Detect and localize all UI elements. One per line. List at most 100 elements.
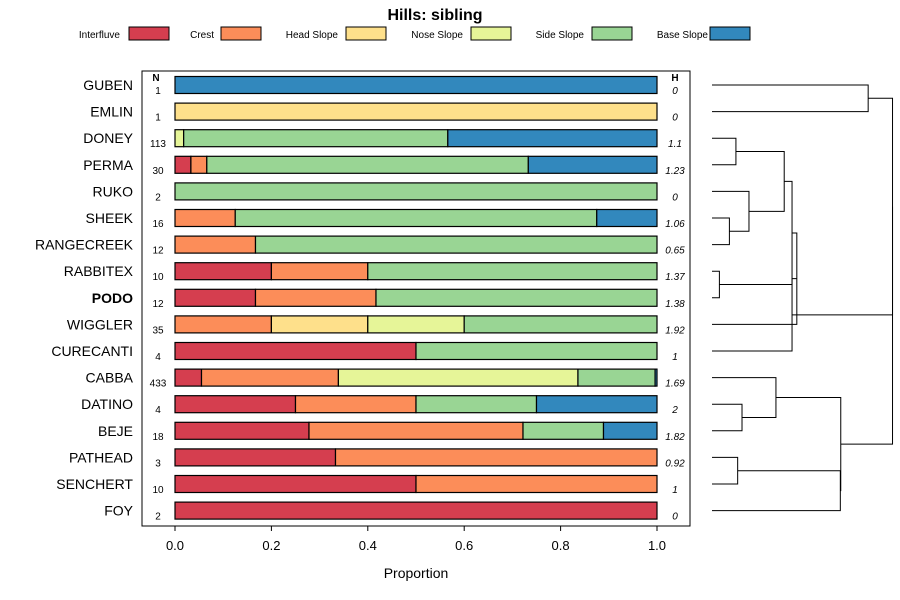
category-label-datino: DATINO — [81, 396, 133, 412]
legend-label-interfluve: Interfluve — [79, 30, 121, 41]
bar-wiggler-crest — [174, 315, 273, 334]
bar-rabbitex-crest — [270, 262, 369, 281]
n-value-curecanti: 4 — [155, 352, 161, 363]
row-podo: PODO 12 1.38 — [92, 288, 685, 310]
n-value-wiggler: 35 — [152, 325, 164, 336]
h-value-podo: 1.38 — [665, 299, 685, 310]
h-value-emlin: 0 — [672, 113, 678, 124]
dendrogram-branch — [712, 232, 798, 325]
category-label-rangecreek: RANGECREEK — [35, 237, 134, 253]
x-tick-label-1-0: 1.0 — [648, 538, 666, 553]
bar-datino-interfluve — [174, 395, 297, 414]
bar-doney-nose-slope — [174, 129, 185, 148]
h-value-guben: 0 — [672, 86, 678, 97]
bar-beje-interfluve — [174, 421, 310, 440]
bar-wiggler-head-slope — [270, 315, 369, 334]
plot-frame — [141, 70, 691, 527]
x-tick-label-0-0: 0.0 — [166, 538, 184, 553]
row-cabba: CABBA 433 1.69 — [86, 368, 685, 390]
bar-sheek-side-slope — [234, 208, 598, 228]
legend-swatch-base-slope — [709, 26, 751, 41]
row-perma: PERMA 30 1.23 — [83, 155, 685, 177]
h-value-foy: 0 — [672, 512, 678, 523]
row-foy: FOY 2 0 — [104, 501, 678, 523]
row-senchert: SENCHERT 10 1 — [56, 474, 678, 496]
bar-cabba-nose-slope — [337, 368, 579, 387]
dendrogram-branch — [792, 97, 894, 316]
dendrogram-branch — [712, 270, 720, 299]
bar-curecanti-side-slope — [415, 341, 658, 361]
dendrogram-branch — [712, 137, 737, 166]
dendrogram-branch — [712, 456, 739, 485]
bar-perma-interfluve — [174, 155, 192, 174]
category-label-wiggler: WIGGLER — [67, 316, 133, 332]
h-value-ruko: 0 — [672, 192, 678, 203]
chart-title: Hills: sibling — [387, 7, 482, 24]
x-tick-label-0-4: 0.4 — [359, 538, 377, 553]
dendrogram-branch — [775, 397, 842, 492]
n-value-doney: 113 — [150, 139, 166, 150]
bar-wiggler-nose-slope — [367, 315, 465, 334]
n-value-rangecreek: 12 — [152, 246, 164, 257]
dendrogram-branch — [712, 377, 777, 418]
category-label-guben: GUBEN — [83, 77, 133, 93]
dendrogram-branch — [840, 206, 894, 445]
bar-beje-crest — [308, 421, 524, 440]
row-datino: DATINO 4 2 — [81, 395, 678, 416]
bar-datino-crest — [294, 395, 417, 414]
bar-doney-side-slope — [183, 129, 449, 148]
bar-rangecreek-side-slope — [254, 235, 658, 254]
n-value-rabbitex: 10 — [152, 272, 164, 283]
bar-beje-side-slope — [522, 421, 605, 440]
row-doney: DONEY 113 1.1 — [83, 129, 682, 150]
legend-label-crest: Crest — [190, 30, 214, 41]
legend-label-head-slope: Head Slope — [286, 30, 339, 41]
n-value-sheek: 16 — [152, 219, 164, 230]
category-label-podo: PODO — [92, 290, 133, 306]
bar-rabbitex-interfluve — [174, 262, 273, 281]
legend-swatch-nose-slope — [470, 26, 512, 41]
h-value-rangecreek: 0.65 — [665, 246, 685, 257]
bar-datino-base-slope — [535, 395, 658, 414]
n-value-emlin: 1 — [155, 113, 161, 124]
row-rabbitex: RABBITEX 10 1.37 — [64, 262, 685, 283]
category-label-cabba: CABBA — [86, 370, 134, 386]
category-label-perma: PERMA — [83, 157, 133, 173]
n-value-perma: 30 — [152, 166, 164, 177]
h-value-curecanti: 1 — [672, 352, 678, 363]
row-guben: GUBEN 1 0 — [83, 75, 678, 97]
dendrogram-branch — [712, 217, 730, 246]
row-pathead: PATHEAD 3 0.92 — [69, 448, 685, 469]
legend-swatch-head-slope — [345, 26, 387, 41]
dendrogram-branch — [735, 151, 785, 212]
h-value-datino: 2 — [671, 405, 678, 416]
bar-ruko-side-slope — [174, 182, 658, 201]
bar-guben-base-slope — [174, 75, 658, 95]
bar-cabba-base-slope — [654, 368, 658, 387]
category-label-doney: DONEY — [83, 130, 133, 146]
dendrogram-branch — [712, 84, 869, 113]
category-label-beje: BEJE — [98, 423, 133, 439]
bar-emlin-head-slope — [174, 102, 658, 121]
bar-beje-base-slope — [602, 421, 658, 440]
n-value-pathead: 3 — [155, 458, 161, 469]
bar-perma-side-slope — [206, 155, 529, 174]
n-value-cabba: 433 — [150, 379, 167, 390]
h-value-perma: 1.23 — [665, 166, 685, 177]
h-column-header: H — [671, 73, 678, 84]
n-column-header: N — [152, 73, 159, 84]
row-sheek: SHEEK 16 1.06 — [86, 208, 685, 230]
n-value-podo: 12 — [152, 299, 164, 310]
legend-swatch-side-slope — [591, 26, 633, 41]
row-ruko: RUKO 2 0 — [93, 182, 678, 203]
category-label-senchert: SENCHERT — [56, 476, 133, 492]
dendrogram-branch — [712, 470, 841, 512]
row-beje: BEJE 18 1.82 — [98, 421, 685, 443]
legend-label-side-slope: Side Slope — [536, 30, 585, 41]
dendrogram-branch — [719, 180, 793, 285]
bar-senchert-interfluve — [174, 474, 417, 494]
n-value-senchert: 10 — [152, 485, 164, 496]
row-emlin: EMLIN 1 0 — [90, 102, 678, 124]
